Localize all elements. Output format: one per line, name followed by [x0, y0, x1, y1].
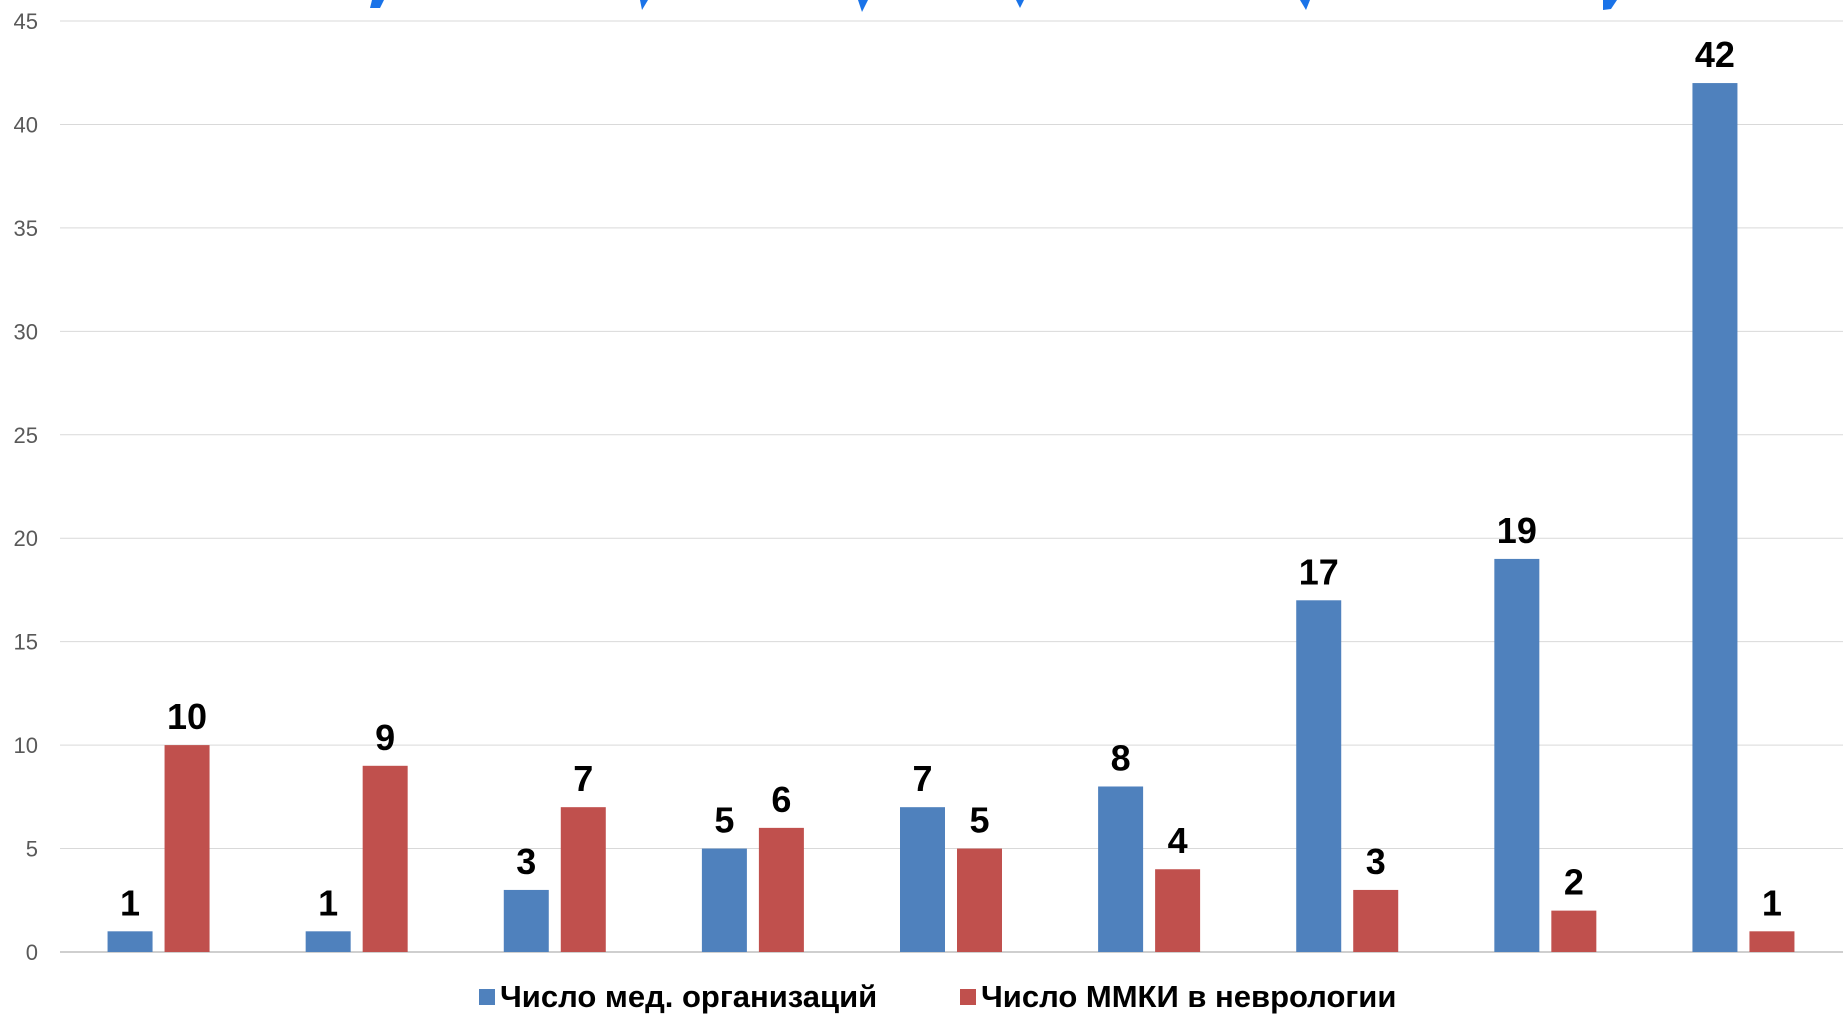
bar-mmki-neurology — [164, 745, 210, 952]
bar-med-organizations — [701, 848, 747, 952]
data-label: 6 — [771, 779, 791, 820]
bar-mmki-neurology — [1353, 889, 1399, 952]
data-label: 3 — [516, 841, 536, 882]
bar-med-organizations — [305, 931, 351, 952]
data-label: 1 — [120, 882, 140, 923]
y-tick-label: 10 — [14, 733, 38, 758]
y-tick-label: 15 — [14, 630, 38, 655]
bar-mmki-neurology — [362, 765, 408, 952]
bars — [107, 83, 1795, 953]
data-label: 10 — [167, 696, 207, 737]
bar-med-organizations — [503, 889, 549, 952]
data-label: 1 — [318, 882, 338, 923]
data-label: 5 — [969, 800, 989, 841]
data-label: 3 — [1366, 841, 1386, 882]
legend-label: Число ММКИ в неврологии — [981, 979, 1396, 1014]
data-label: 1 — [1762, 882, 1782, 923]
y-tick-label: 5 — [26, 837, 38, 862]
data-label: 7 — [912, 758, 932, 799]
bar-med-organizations — [900, 807, 945, 952]
y-tick-label: 45 — [14, 9, 38, 34]
bar-med-organizations — [1098, 786, 1144, 952]
y-tick-label: 30 — [14, 319, 38, 344]
y-tick-label: 35 — [14, 216, 38, 241]
data-label: 9 — [375, 717, 395, 758]
y-tick-label: 40 — [14, 112, 38, 137]
data-label: 5 — [714, 800, 734, 841]
bar-med-organizations — [107, 931, 153, 952]
data-label: 42 — [1695, 34, 1735, 75]
bar-mmki-neurology — [560, 807, 606, 952]
cropped-title-fragments — [370, 0, 1617, 12]
gridlines — [60, 20, 1843, 953]
bar-med-organizations — [1692, 83, 1738, 953]
y-tick-label: 20 — [14, 526, 38, 551]
bar-mmki-neurology — [1155, 869, 1201, 952]
data-label: 7 — [573, 758, 593, 799]
legend-swatch — [479, 989, 495, 1005]
y-tick-label: 25 — [14, 423, 38, 448]
bar-mmki-neurology — [957, 848, 1002, 952]
bar-med-organizations — [1494, 558, 1540, 952]
data-label: 2 — [1564, 862, 1584, 903]
data-label: 19 — [1497, 510, 1537, 551]
legend-swatch — [960, 989, 976, 1005]
legend: Число мед. организаций Число ММКИ в невро… — [479, 979, 1396, 1014]
legend-label: Число мед. организаций — [500, 979, 877, 1014]
y-tick-label: 0 — [26, 940, 38, 965]
bar-mmki-neurology — [758, 827, 804, 952]
bar-med-organizations — [1296, 600, 1342, 952]
data-label: 8 — [1111, 737, 1131, 778]
data-label: 4 — [1168, 820, 1188, 861]
y-axis: 0 5 10 15 20 25 30 35 40 45 — [14, 9, 38, 965]
bar-mmki-neurology — [1551, 910, 1597, 952]
data-label: 17 — [1299, 551, 1339, 592]
bar-mmki-neurology — [1749, 931, 1795, 952]
